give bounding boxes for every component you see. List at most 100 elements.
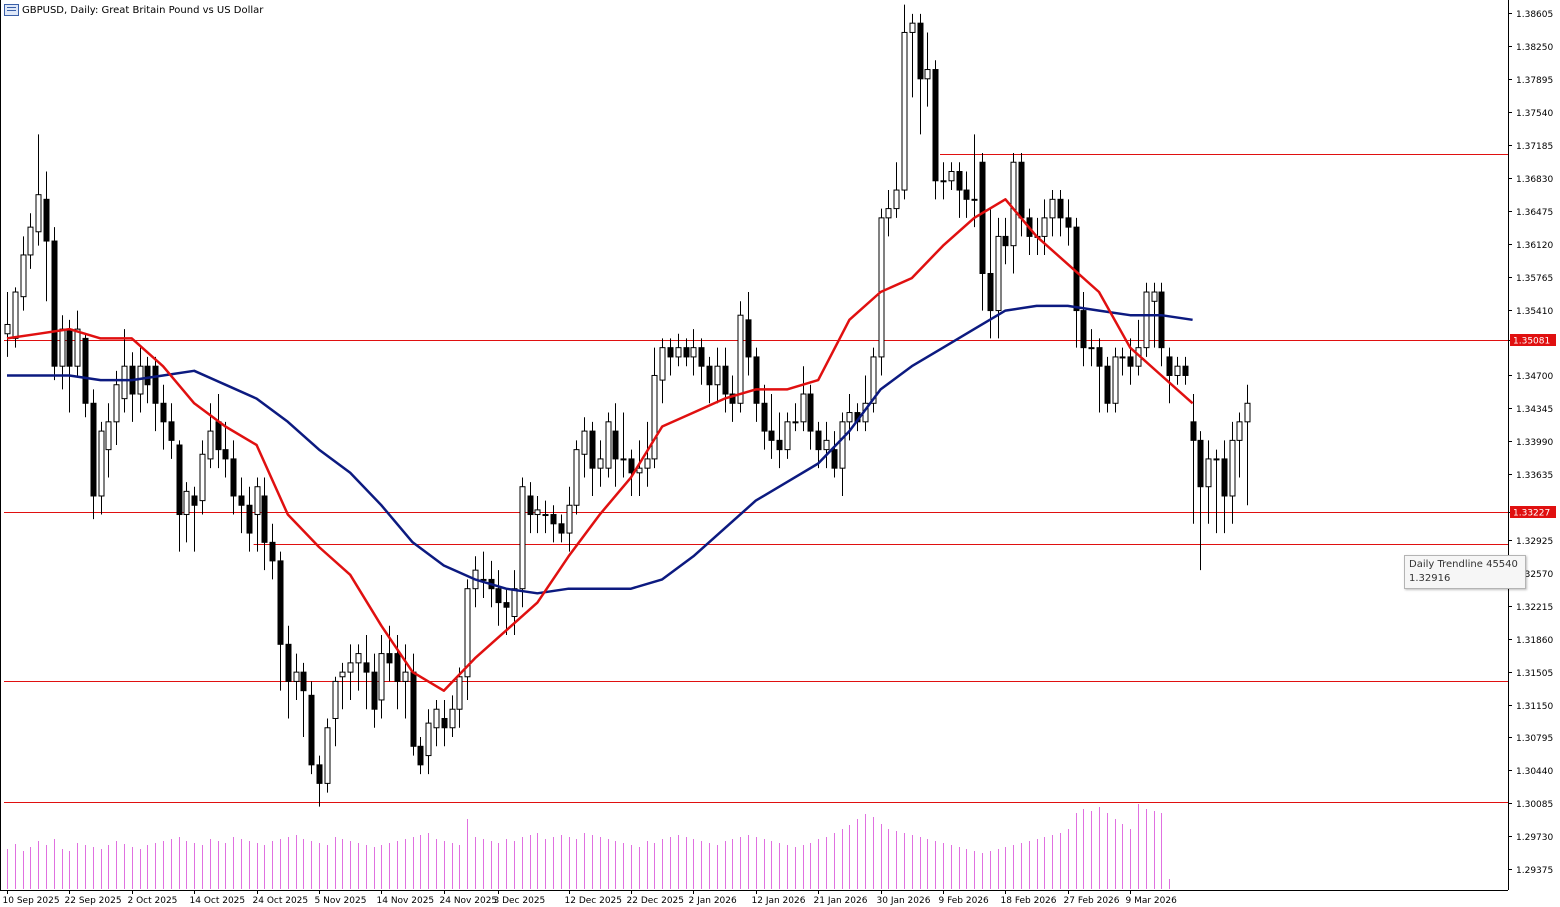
bull-candle [644,458,651,469]
price-tick-label: 1.31150 [1516,702,1553,712]
bull-candle [573,449,580,506]
bear-candle [90,402,97,497]
bear-candle [152,365,159,404]
price-tick-label: 1.31505 [1516,669,1553,679]
time-tick-label: 9 Mar 2026 [1126,896,1178,906]
bear-candle [667,347,674,358]
bull-candle [901,31,908,191]
bear-candle [66,328,73,367]
bear-candle [729,393,736,404]
time-tick-label: 2 Jan 2026 [689,896,737,906]
bull-candle [690,347,697,358]
bull-candle [378,653,385,701]
price-tick-label: 1.38605 [1516,10,1553,20]
bear-candle [371,671,378,710]
time-tick-label: 18 Feb 2026 [1001,896,1057,906]
bull-candle [566,504,573,534]
bull-candle [909,22,916,33]
bull-candle [534,509,541,516]
price-tick-label: 1.31860 [1516,636,1553,646]
bull-candle [98,430,105,497]
bear-candle [807,393,814,432]
bear-candle [230,458,237,497]
price-tick-label: 1.37185 [1516,142,1553,152]
bull-candle [105,421,112,451]
bear-candle [1190,421,1197,441]
bull-candle [1010,161,1017,247]
bear-candle [51,240,58,367]
price-tick-label: 1.32570 [1516,570,1553,580]
trendline-tooltip: Daily Trendline 45540 1.32916 [1404,555,1526,589]
bear-candle [698,347,705,367]
bull-candle [59,328,66,367]
bull-candle [355,653,362,664]
bear-candle [612,430,619,460]
price-tick-label: 1.29375 [1516,866,1553,876]
bear-candle [417,745,424,766]
time-axis: 10 Sep 2025 22 Sep 2025 2 Oct 2025 14 Oct 2… [0,890,1508,906]
volume-bars [7,804,1170,889]
bear-candle [745,319,752,358]
bull-candle [893,189,900,210]
bear-candle [410,671,417,747]
price-tick-label: 1.34700 [1516,372,1553,382]
bear-candle [722,365,729,395]
bear-candle [191,495,198,506]
bull-candle [519,486,526,590]
tooltip-name: Daily Trendline 45540 [1409,559,1518,570]
bull-candle [1229,439,1236,497]
time-tick-label: 10 Sep 2025 [3,896,60,906]
bear-candle [987,272,994,312]
bear-candle [815,430,822,451]
price-tick-label: 1.37540 [1516,109,1553,119]
bear-candle [394,653,401,682]
price-tick-label: 1.32215 [1516,603,1553,613]
bear-candle [222,449,229,460]
bear-candle [831,449,838,469]
time-tick-label: 12 Dec 2025 [565,896,623,906]
bull-candle [20,254,27,298]
time-tick-label: 14 Oct 2025 [190,896,246,906]
bull-candle [1112,356,1119,404]
time-tick-label: 14 Nov 2025 [377,896,435,906]
bull-candle [35,194,42,233]
bear-candle [1104,365,1111,404]
bull-candle [885,208,892,219]
bear-candle [628,458,635,474]
bear-candle [300,671,307,692]
bull-candle [1119,356,1126,359]
bull-candle [199,453,206,502]
bull-candle [870,356,877,404]
horizontal-levels [4,154,1508,803]
time-tick-label: 3 Dec 2025 [494,896,546,906]
time-tick-label: 5 Nov 2025 [315,896,367,906]
bear-candle [386,653,393,664]
price-tick-label: 1.29730 [1516,833,1553,843]
price-tick-label: 1.36120 [1516,241,1553,251]
bear-candle [441,717,448,729]
bull-candle [636,467,643,474]
bear-candle [1166,356,1173,376]
bull-candle [823,439,830,451]
price-badge [1510,506,1556,518]
bear-candle [277,560,284,645]
bear-candle [753,356,760,404]
bull-candle [1174,365,1181,376]
bull-candle [792,421,799,424]
price-tick-label: 1.33635 [1516,471,1553,481]
bear-candle [82,337,89,404]
bull-candle [542,514,549,517]
price-tick-label: 1.36475 [1516,208,1553,218]
bear-candle [1182,365,1189,376]
bull-candle [332,680,339,719]
bear-candle [176,444,183,516]
bull-candle [971,198,978,201]
candles [4,4,1251,807]
bear-candle [768,430,775,441]
fast-moving-average-line [6,198,1194,692]
bull-candle [878,217,885,358]
time-tick-label: 30 Jan 2026 [877,896,931,906]
bull-candle [425,722,432,757]
bull-candle [1049,198,1056,219]
